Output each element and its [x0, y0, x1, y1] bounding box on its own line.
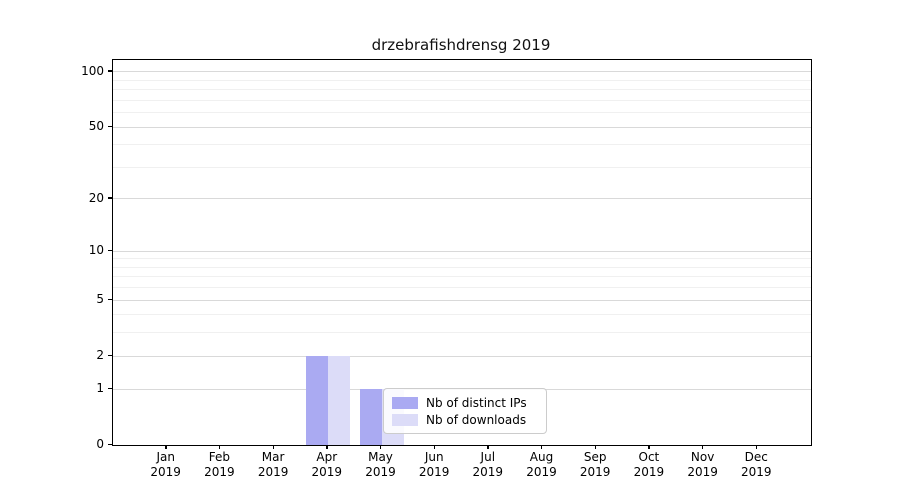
legend-item: Nb of downloads — [392, 412, 538, 427]
x-tick-label: Sep 2019 — [565, 450, 625, 480]
major-gridline — [113, 250, 811, 252]
x-tick-label: Mar 2019 — [243, 450, 303, 480]
x-tick-month: May — [368, 450, 393, 464]
x-tick-month: Oct — [638, 450, 660, 464]
y-tick-label: 2 — [96, 348, 104, 363]
x-tick-year: 2019 — [365, 465, 396, 479]
plot-area — [112, 59, 812, 446]
y-tick-label: 5 — [96, 292, 104, 307]
minor-gridline — [113, 144, 811, 146]
minor-gridline — [113, 79, 811, 81]
x-tick-year: 2019 — [633, 465, 665, 479]
y-tick-label: 100 — [81, 63, 104, 78]
major-gridline — [113, 355, 811, 357]
x-tick-mark — [218, 445, 221, 449]
x-tick-mark — [380, 445, 382, 449]
x-tick-mark — [541, 445, 543, 449]
y-tick-label: 1 — [96, 381, 104, 395]
x-tick-year: 2019 — [150, 465, 181, 479]
legend-label: Nb of distinct IPs — [426, 395, 527, 410]
x-tick-mark — [326, 445, 328, 449]
x-tick-year: 2019 — [257, 465, 289, 479]
x-tick-month: Nov — [690, 450, 715, 464]
y-tick-mark — [108, 70, 112, 72]
x-tick-month: Apr — [316, 450, 338, 464]
minor-gridline — [113, 314, 811, 316]
x-tick-label: Nov 2019 — [673, 450, 733, 480]
x-tick-month: Aug — [529, 450, 554, 464]
x-tick-label: Dec 2019 — [726, 450, 786, 480]
major-gridline — [113, 71, 811, 73]
x-tick-month: Mar — [261, 450, 285, 464]
x-tick-mark — [702, 445, 704, 449]
minor-gridline — [113, 112, 811, 114]
x-tick-label: Jan 2019 — [136, 450, 196, 480]
minor-gridline — [113, 99, 811, 101]
x-tick-mark — [648, 445, 650, 449]
minor-gridline — [113, 332, 811, 334]
x-tick-label: Oct 2019 — [619, 450, 679, 480]
minor-gridline — [113, 258, 811, 260]
y-tick-mark — [108, 443, 112, 445]
x-tick-mark — [755, 445, 758, 449]
y-tick-mark — [108, 354, 112, 357]
x-tick-mark — [165, 445, 167, 449]
x-tick-month: Sep — [583, 450, 607, 464]
y-tick-mark — [108, 387, 112, 389]
legend-item: Nb of distinct IPs — [392, 395, 538, 410]
x-tick-year: 2019 — [526, 465, 557, 479]
x-tick-year: 2019 — [741, 465, 772, 479]
y-tick-mark — [108, 197, 112, 199]
x-tick-month: Dec — [744, 450, 768, 464]
y-tick-mark — [108, 125, 112, 127]
major-gridline — [113, 198, 811, 200]
x-tick-year: 2019 — [311, 465, 343, 479]
minor-gridline — [113, 166, 811, 168]
bar-distinct-ips — [359, 389, 382, 445]
chart-title: drzebrafishdrensg 2019 — [371, 36, 551, 54]
legend-label: Nb of downloads — [426, 412, 527, 427]
y-tick-mark — [108, 298, 112, 300]
x-tick-year: 2019 — [418, 465, 450, 479]
x-tick-year: 2019 — [687, 465, 718, 479]
x-tick-mark — [272, 445, 274, 449]
x-tick-month: Jun — [424, 450, 444, 464]
x-tick-year: 2019 — [472, 465, 504, 479]
y-tick-label: 0 — [96, 437, 104, 451]
x-tick-label: Jun 2019 — [404, 450, 464, 480]
minor-gridline — [113, 287, 811, 289]
y-tick-label: 10 — [88, 243, 104, 258]
x-tick-mark — [433, 445, 436, 449]
y-tick-label: 20 — [88, 190, 104, 205]
x-tick-label: Jul 2019 — [458, 450, 518, 480]
y-tick-mark — [108, 249, 112, 251]
x-tick-year: 2019 — [579, 465, 611, 479]
legend: Nb of distinct IPs Nb of downloads — [383, 388, 547, 434]
minor-gridline — [113, 266, 811, 268]
y-tick-label: 50 — [88, 119, 104, 134]
x-tick-year: 2019 — [204, 465, 235, 479]
bar-downloads — [327, 356, 350, 445]
bar-distinct-ips — [305, 356, 328, 445]
x-tick-mark — [487, 445, 489, 449]
x-tick-label: Feb 2019 — [189, 450, 249, 480]
x-tick-label: May 2019 — [351, 450, 411, 480]
minor-gridline — [113, 276, 811, 278]
legend-swatch — [392, 413, 418, 426]
x-tick-month: Jul — [480, 450, 496, 464]
x-tick-month: Feb — [208, 450, 231, 464]
legend-swatch — [392, 396, 418, 409]
x-tick-label: Apr 2019 — [297, 450, 357, 480]
x-tick-month: Jan — [156, 450, 175, 464]
x-tick-label: Aug 2019 — [512, 450, 572, 480]
major-gridline — [113, 126, 811, 128]
x-tick-mark — [594, 445, 597, 449]
minor-gridline — [113, 89, 811, 91]
major-gridline — [113, 299, 811, 301]
